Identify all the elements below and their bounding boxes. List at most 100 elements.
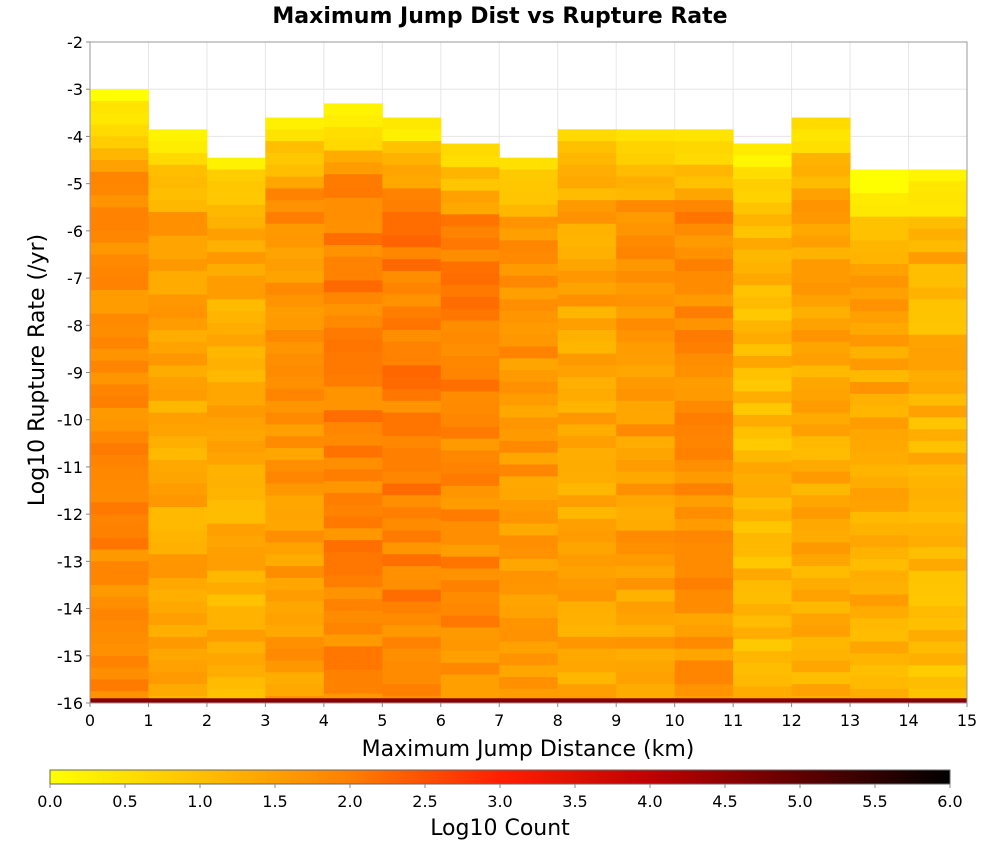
heatmap-cell	[557, 542, 617, 555]
heatmap-cell	[733, 367, 793, 381]
heatmap-cell	[499, 393, 559, 407]
heatmap-cell	[557, 648, 617, 662]
heatmap-cell	[148, 636, 208, 650]
heatmap-cell	[148, 176, 208, 189]
heatmap-cell	[733, 639, 793, 652]
heatmap-cell	[323, 634, 383, 647]
heatmap-cell	[908, 499, 968, 513]
heatmap-cell	[382, 601, 442, 614]
heatmap-cell	[791, 152, 851, 166]
heatmap-cell	[382, 636, 442, 650]
heatmap-cell	[148, 412, 208, 425]
heatmap-cell	[148, 365, 208, 378]
heatmap-cell	[382, 341, 442, 355]
heatmap-cell	[499, 440, 559, 454]
heatmap-cell	[557, 306, 617, 319]
heatmap-cell	[733, 285, 793, 298]
heatmap-cell	[616, 577, 676, 591]
heatmap-cell	[674, 636, 734, 650]
heatmap-cell	[440, 603, 500, 617]
heatmap-cell	[382, 247, 442, 260]
heatmap-cell	[557, 625, 617, 638]
heatmap-cell	[557, 459, 617, 473]
heatmap-cell	[850, 429, 910, 442]
heatmap-cell	[382, 353, 442, 366]
heatmap-cell	[90, 502, 149, 515]
heatmap-cell	[440, 662, 500, 676]
heatmap-cell	[382, 495, 442, 508]
heatmap-cell	[148, 353, 208, 366]
heatmap-cell	[206, 216, 266, 229]
heatmap-cell	[382, 176, 442, 189]
heatmap-cell	[791, 566, 851, 579]
heatmap-cell	[323, 327, 383, 340]
heatmap-cell	[908, 523, 968, 536]
heatmap-cell	[148, 424, 208, 437]
heatmap-cell	[206, 252, 266, 265]
heatmap-cell	[557, 636, 617, 650]
heatmap-cell	[206, 240, 266, 253]
heatmap-cell	[499, 370, 559, 383]
heatmap-cell	[265, 129, 325, 142]
heatmap-cell	[206, 688, 266, 699]
heatmap-cell	[382, 507, 442, 520]
heatmap-cell	[791, 188, 851, 201]
heatmap-cell	[440, 580, 500, 593]
heatmap-cell	[90, 136, 149, 149]
heatmap-cell	[557, 389, 617, 402]
heatmap-cell	[323, 374, 383, 388]
heatmap-cell	[908, 641, 968, 654]
y-tick-label: -16	[57, 694, 83, 713]
heatmap-cell	[850, 299, 910, 312]
heatmap-cell	[616, 636, 676, 650]
heatmap-cell	[557, 589, 617, 602]
heatmap-cell	[557, 164, 617, 178]
heatmap-cell	[674, 660, 734, 673]
heatmap-cell	[557, 353, 617, 366]
y-tick-label: -13	[57, 552, 83, 571]
heatmap-cell	[616, 200, 676, 213]
heatmap-cell	[206, 677, 266, 690]
x-tick-label: 6	[436, 711, 446, 730]
heatmap-cell	[206, 499, 266, 513]
heatmap-cell	[90, 596, 149, 610]
heatmap-cell	[791, 471, 851, 484]
heatmap-cell	[148, 554, 208, 567]
heatmap-cell	[90, 419, 149, 433]
heatmap-cell	[382, 542, 442, 555]
heatmap-cell	[206, 629, 266, 643]
heatmap-cell	[148, 200, 208, 213]
heatmap-cell	[90, 207, 149, 220]
heatmap-cell	[791, 695, 851, 699]
heatmap-cell	[323, 162, 383, 175]
heatmap-cell	[90, 655, 149, 669]
heatmap-cell	[908, 429, 968, 442]
colorbar-label: Log10 Count	[430, 816, 570, 841]
y-tick-label: -11	[57, 458, 83, 477]
heatmap-cell	[90, 148, 149, 161]
heatmap-cell	[733, 438, 793, 451]
heatmap-cell	[323, 292, 383, 305]
heatmap-cell	[206, 346, 266, 359]
heatmap-cell	[850, 547, 910, 560]
heatmap-cell	[616, 483, 676, 496]
heatmap-cell	[440, 509, 500, 522]
heatmap-cell	[850, 240, 910, 253]
heatmap-cell	[206, 570, 266, 584]
heatmap-cell	[323, 245, 383, 258]
heatmap-cell	[791, 613, 851, 626]
heatmap-cell	[148, 129, 208, 142]
heatmap-cell	[90, 112, 149, 126]
heatmap-cell	[265, 188, 325, 201]
heatmap-cell	[323, 150, 383, 163]
heatmap-cell	[908, 594, 968, 607]
heatmap-cell	[148, 518, 208, 532]
heatmap-cell	[908, 169, 968, 182]
heatmap-cell	[791, 200, 851, 213]
heatmap-cell	[791, 530, 851, 543]
heatmap-cell	[791, 577, 851, 591]
heatmap-cell	[616, 294, 676, 307]
heatmap-cell	[850, 464, 910, 477]
heatmap-cell	[206, 558, 266, 572]
heatmap-cell	[206, 311, 266, 324]
